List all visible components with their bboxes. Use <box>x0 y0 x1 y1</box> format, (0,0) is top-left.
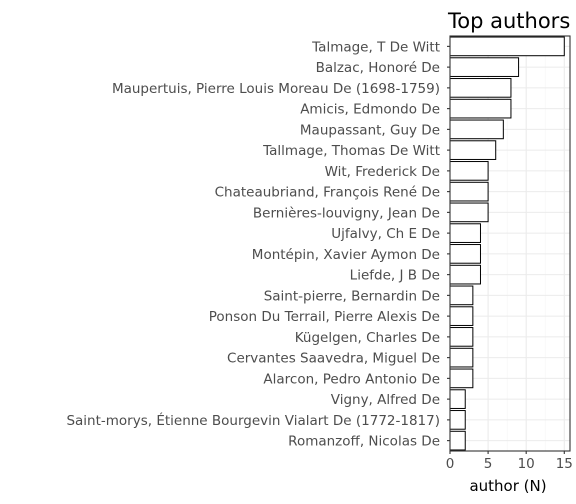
x-tick-label: 5 <box>484 456 493 472</box>
y-tick-label: Talmage, T De Witt <box>311 39 440 55</box>
x-tick-label: 0 <box>446 456 455 472</box>
panel-border <box>449 35 571 452</box>
y-tick-label: Vigny, Alfred De <box>331 392 440 408</box>
y-tick-label: Balzac, Honoré De <box>316 60 440 76</box>
y-tick-label: Amicis, Edmondo De <box>300 102 440 118</box>
x-axis-ticks: 0 5 10 15 <box>446 451 573 472</box>
x-tick-label: 10 <box>518 456 535 472</box>
bar <box>449 140 497 160</box>
bar <box>449 202 489 223</box>
bar <box>449 410 466 430</box>
y-tick-label: Maupertuis, Pierre Louis Moreau De (1698… <box>112 81 440 97</box>
y-axis-ticks: Talmage, T De Witt Balzac, Honoré De Maup… <box>66 39 450 450</box>
y-tick-label: Kügelgen, Charles De <box>295 330 440 346</box>
y-tick-label: Saint-morys, Étienne Bourgevin Vialart … <box>66 412 440 429</box>
bar <box>449 389 466 409</box>
bar <box>449 223 481 243</box>
y-tick-label: Alarcon, Pedro Antonio De <box>263 371 440 387</box>
bar <box>449 57 520 77</box>
bar <box>449 368 474 389</box>
bar <box>449 327 474 347</box>
grid-lines <box>449 36 570 451</box>
x-axis-label: author (N) <box>469 477 546 495</box>
bar <box>449 244 481 264</box>
bar <box>449 78 512 98</box>
y-tick-label: Ujfalvy, Ch E De <box>331 226 440 242</box>
y-tick-label: Wit, Frederick De <box>325 164 440 180</box>
y-tick-label: Romanzoff, Nicolas De <box>288 434 440 450</box>
y-tick-label: Bernières-louvigny, Jean De <box>253 205 440 221</box>
chart-title: Top authors <box>447 9 570 33</box>
y-tick-label: Saint-pierre, Bernardin De <box>264 288 440 304</box>
bar <box>449 161 489 181</box>
y-tick-label: Tallmage, Thomas De Witt <box>262 143 440 159</box>
bar <box>449 285 474 306</box>
bar <box>449 36 565 57</box>
bar <box>449 430 466 451</box>
bar <box>449 347 474 368</box>
y-tick-label: Cervantes Saavedra, Miguel De <box>227 351 440 367</box>
y-tick-label: Maupassant, Guy De <box>300 122 440 138</box>
y-tick-label: Liefde, J B De <box>350 268 440 284</box>
bar <box>449 264 481 285</box>
bar <box>449 181 489 202</box>
y-tick-label: Ponson Du Terrail, Pierre Alexis De <box>209 309 440 325</box>
bar <box>449 119 504 140</box>
bar <box>449 306 474 326</box>
y-tick-label: Chateaubriand, François René De <box>215 185 440 201</box>
x-tick-label: 15 <box>556 456 573 472</box>
bar <box>449 98 512 119</box>
y-tick-label: Montépin, Xavier Aymon De <box>252 247 440 263</box>
